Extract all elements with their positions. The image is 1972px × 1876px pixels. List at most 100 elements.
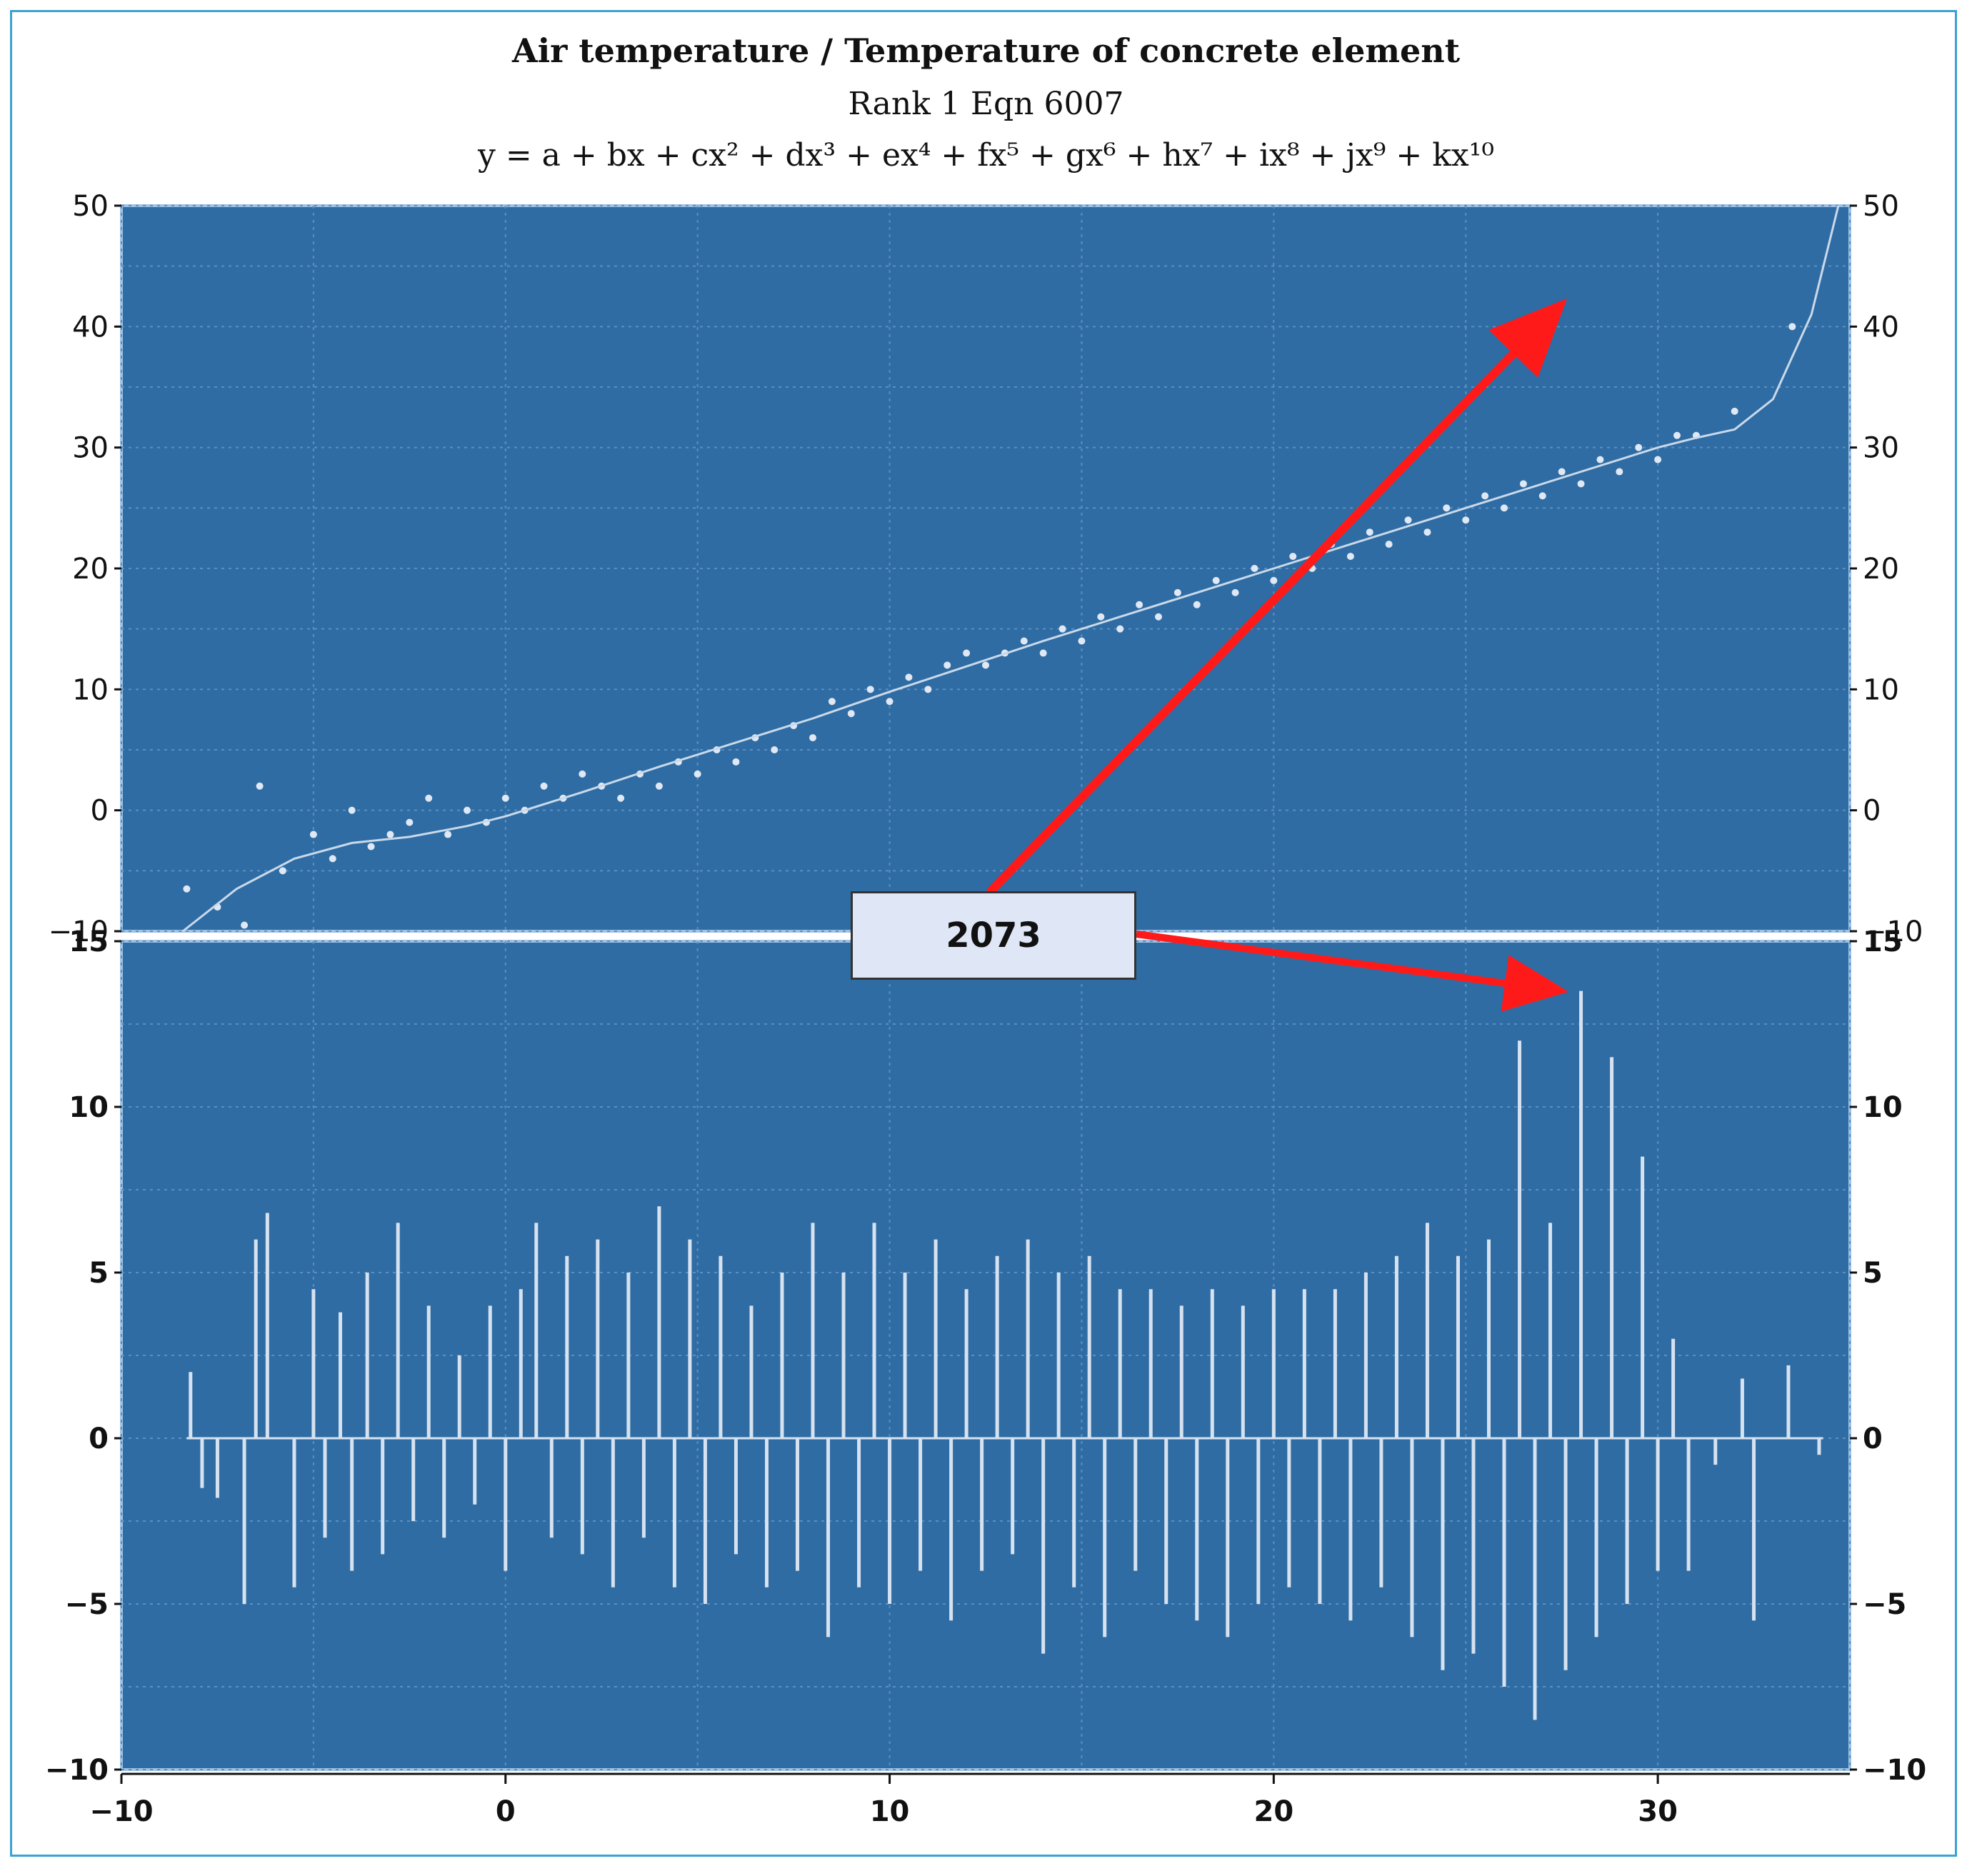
top-y-tick-label-left: 20 <box>72 553 109 586</box>
scatter-point <box>1058 625 1066 633</box>
scatter-point <box>828 698 836 706</box>
bottom-y-tick-label-right: 5 <box>1863 1257 1883 1290</box>
scatter-point <box>444 831 452 838</box>
scatter-point <box>501 794 509 802</box>
bottom-y-tick-label-left: 0 <box>89 1423 109 1455</box>
top-y-tick-label-right: −10 <box>1863 916 1923 948</box>
scatter-point <box>1558 468 1566 476</box>
scatter-point <box>1193 601 1201 608</box>
scatter-point <box>1116 625 1124 633</box>
scatter-point <box>1538 492 1546 500</box>
scatter-point <box>386 831 394 838</box>
annotation-arrow-bottom <box>1136 931 1569 1012</box>
scatter-point <box>1596 456 1604 463</box>
scatter-point <box>963 649 971 657</box>
scatter-point <box>1423 528 1431 536</box>
top-y-tick-label-right: 20 <box>1863 553 1899 586</box>
scatter-point <box>309 831 317 838</box>
scatter-point <box>183 885 191 893</box>
scatter-point <box>1481 492 1489 500</box>
scatter-point <box>944 661 951 669</box>
scatter-point <box>1443 504 1451 512</box>
chart-equation: y = a + bx + cx² + dx³ + ex⁴ + fx⁵ + gx⁶… <box>477 137 1495 174</box>
bottom-y-tick-label-left: 10 <box>69 1091 109 1124</box>
top-y-tick-label-right: 10 <box>1863 673 1899 706</box>
scatter-point <box>406 818 414 826</box>
bottom-y-tick-label-right: 0 <box>1863 1423 1883 1455</box>
scatter-points <box>183 323 1796 929</box>
scatter-point <box>1501 504 1508 512</box>
x-tick-label: 0 <box>496 1795 516 1828</box>
top-y-tick-label-right: 50 <box>1863 190 1899 223</box>
scatter-point <box>1097 613 1105 621</box>
x-tick-label: 30 <box>1638 1795 1678 1828</box>
scatter-point <box>617 794 625 802</box>
scatter-point <box>732 758 740 766</box>
scatter-point <box>1673 431 1681 439</box>
top-y-tick-label-right: 40 <box>1863 311 1899 343</box>
bottom-y-tick-label-left: 5 <box>89 1257 109 1290</box>
scatter-point <box>847 710 855 718</box>
scatter-point <box>1577 480 1585 488</box>
bottom-y-tick-label-left: −5 <box>65 1588 109 1621</box>
scatter-point <box>1136 601 1143 608</box>
scatter-point <box>348 806 356 814</box>
scatter-point <box>905 673 913 681</box>
top-y-tick-label-right: 30 <box>1863 432 1899 465</box>
fit-curve-group <box>182 205 1840 933</box>
annotation-arrows <box>986 298 1569 1012</box>
scatter-point <box>1731 407 1738 415</box>
top-y-tick-label-left: 0 <box>91 795 109 828</box>
residual-bars <box>186 990 1823 1720</box>
scatter-point <box>1155 613 1162 621</box>
top-y-tick-label-left: 50 <box>72 190 109 223</box>
top-y-tick-label-left: −10 <box>49 916 109 948</box>
annotation-callout: 2073 <box>851 891 1136 980</box>
scatter-point <box>241 921 249 929</box>
chart-title: Air temperature / Temperature of concret… <box>512 31 1460 70</box>
top-y-tick-label-left: 40 <box>72 311 109 343</box>
scatter-point <box>1039 649 1047 657</box>
bottom-panel-grid <box>120 940 1851 1771</box>
scatter-point <box>1078 637 1086 645</box>
bottom-y-tick-label-right: −5 <box>1863 1588 1906 1621</box>
scatter-point <box>1212 576 1220 584</box>
scatter-point <box>1231 588 1239 596</box>
x-tick-label: 10 <box>870 1795 910 1828</box>
scatter-point <box>924 686 932 693</box>
scatter-point <box>1385 541 1393 548</box>
scatter-point <box>367 843 375 851</box>
scatter-point <box>579 770 586 778</box>
scatter-point <box>1616 468 1623 476</box>
top-y-tick-label-left: 30 <box>72 432 109 465</box>
figure-frame <box>10 10 1957 1857</box>
scatter-point <box>982 661 989 669</box>
scatter-point <box>771 746 779 753</box>
scatter-point <box>1654 456 1662 463</box>
bottom-y-tick-label-right: 10 <box>1863 1091 1903 1124</box>
scatter-point <box>1173 588 1181 596</box>
scatter-point <box>655 782 663 790</box>
scatter-point <box>329 855 336 863</box>
x-tick-label: 20 <box>1253 1795 1293 1828</box>
scatter-point <box>1788 323 1796 331</box>
scatter-point <box>1519 480 1527 488</box>
bottom-y-tick-label-right: −10 <box>1863 1754 1926 1787</box>
scatter-point <box>886 698 894 706</box>
scatter-point <box>1635 443 1643 451</box>
scatter-point <box>1346 553 1354 561</box>
scatter-point <box>540 782 548 790</box>
x-tick-label: −10 <box>89 1795 153 1828</box>
scatter-point <box>1404 516 1412 524</box>
bottom-y-tick-label-left: −10 <box>45 1754 109 1787</box>
scatter-point <box>866 686 874 693</box>
scatter-point <box>464 806 471 814</box>
scatter-point <box>1020 637 1028 645</box>
scatter-point <box>279 867 286 875</box>
bottom-y-tick-label-left: 15 <box>69 926 109 958</box>
fit-curve <box>182 205 1840 933</box>
top-y-tick-label-right: 0 <box>1863 795 1881 828</box>
scatter-point <box>1462 516 1470 524</box>
scatter-point <box>1270 576 1278 584</box>
